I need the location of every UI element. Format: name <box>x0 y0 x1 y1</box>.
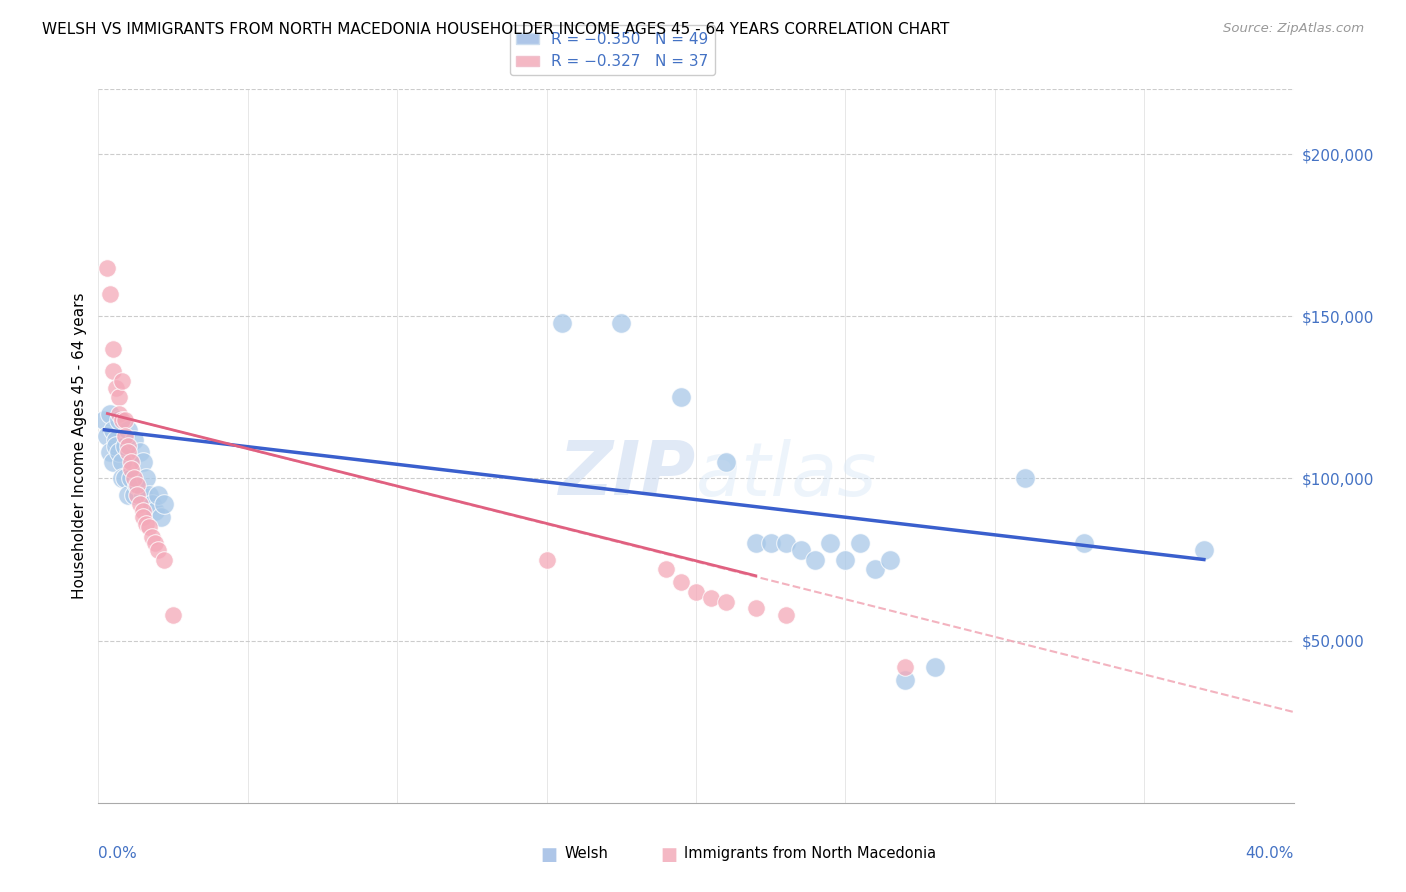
Point <box>820 536 842 550</box>
Point <box>129 497 152 511</box>
Point <box>93 413 115 427</box>
Y-axis label: Householder Income Ages 45 - 64 years: Householder Income Ages 45 - 64 years <box>72 293 87 599</box>
Point <box>111 413 134 427</box>
Point <box>162 607 184 622</box>
Point <box>111 455 134 469</box>
Point <box>669 575 692 590</box>
Point <box>127 478 149 492</box>
Point <box>879 552 901 566</box>
Point <box>714 595 737 609</box>
Point <box>894 673 917 687</box>
Point <box>111 471 134 485</box>
Point <box>114 439 136 453</box>
Point <box>536 552 558 566</box>
Text: ■: ■ <box>541 846 558 863</box>
Point <box>117 423 139 437</box>
Point <box>849 536 872 550</box>
Point <box>103 342 125 356</box>
Point <box>138 488 160 502</box>
Text: ZIP: ZIP <box>558 438 696 511</box>
Text: 40.0%: 40.0% <box>1246 846 1294 861</box>
Point <box>745 601 768 615</box>
Point <box>98 445 122 459</box>
Point <box>120 455 142 469</box>
Point <box>759 536 782 550</box>
Point <box>804 552 827 566</box>
Point <box>1192 542 1215 557</box>
Point <box>775 607 797 622</box>
Point <box>135 516 157 531</box>
Point <box>127 488 149 502</box>
Point <box>153 552 176 566</box>
Point <box>685 585 707 599</box>
Point <box>114 413 136 427</box>
Point <box>124 488 146 502</box>
Point <box>924 659 946 673</box>
Point <box>117 445 139 459</box>
Point <box>141 530 163 544</box>
Point <box>108 445 131 459</box>
Point <box>894 659 917 673</box>
Point <box>132 504 155 518</box>
Text: ■: ■ <box>661 846 678 863</box>
Point <box>96 429 118 443</box>
Point <box>108 407 131 421</box>
Point <box>117 439 139 453</box>
Legend: R = −0.350   N = 49, R = −0.327   N = 37: R = −0.350 N = 49, R = −0.327 N = 37 <box>510 26 714 75</box>
Point <box>98 286 122 301</box>
Point <box>138 520 160 534</box>
Point <box>714 455 737 469</box>
Point <box>105 439 128 453</box>
Point <box>150 510 173 524</box>
Point <box>143 536 166 550</box>
Point <box>834 552 856 566</box>
Point <box>105 381 128 395</box>
Text: WELSH VS IMMIGRANTS FROM NORTH MACEDONIA HOUSEHOLDER INCOME AGES 45 - 64 YEARS C: WELSH VS IMMIGRANTS FROM NORTH MACEDONIA… <box>42 22 949 37</box>
Point <box>141 497 163 511</box>
Point <box>114 471 136 485</box>
Point <box>135 471 157 485</box>
Text: atlas: atlas <box>696 439 877 510</box>
Point <box>550 316 572 330</box>
Point <box>98 407 122 421</box>
Point <box>120 461 142 475</box>
Point <box>124 433 146 447</box>
Text: Welsh: Welsh <box>565 846 609 861</box>
Point <box>132 510 155 524</box>
Point <box>610 316 633 330</box>
Text: Immigrants from North Macedonia: Immigrants from North Macedonia <box>685 846 936 861</box>
Point <box>120 471 142 485</box>
Point <box>669 390 692 404</box>
Point <box>108 390 131 404</box>
Point <box>148 542 170 557</box>
Point <box>132 455 155 469</box>
Point <box>129 445 152 459</box>
Point <box>111 374 134 388</box>
Point <box>143 504 166 518</box>
Point <box>103 455 125 469</box>
Point <box>655 562 678 576</box>
Text: Source: ZipAtlas.com: Source: ZipAtlas.com <box>1223 22 1364 36</box>
Point <box>132 488 155 502</box>
Point <box>105 433 128 447</box>
Point <box>103 364 125 378</box>
Point <box>117 488 139 502</box>
Point <box>103 423 125 437</box>
Point <box>127 478 149 492</box>
Point <box>700 591 723 606</box>
Point <box>1073 536 1095 550</box>
Point <box>1014 471 1036 485</box>
Point <box>124 471 146 485</box>
Point <box>865 562 887 576</box>
Point <box>114 429 136 443</box>
Point <box>745 536 768 550</box>
Point <box>775 536 797 550</box>
Point <box>148 488 170 502</box>
Text: 0.0%: 0.0% <box>98 846 138 861</box>
Point <box>153 497 176 511</box>
Point <box>789 542 811 557</box>
Point <box>96 260 118 275</box>
Point <box>108 413 131 427</box>
